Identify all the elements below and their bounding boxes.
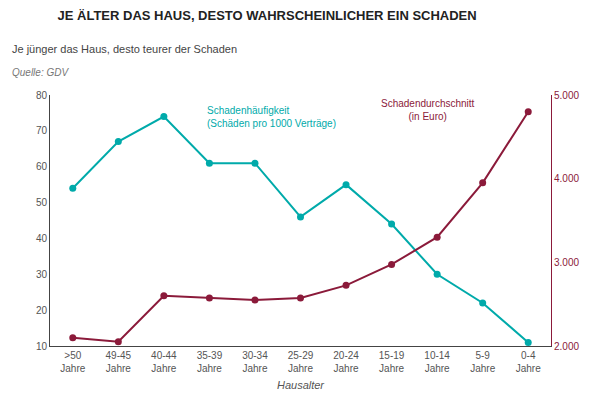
svg-text:2.000: 2.000 (554, 341, 579, 352)
svg-text:35-39Jahre: 35-39Jahre (197, 350, 223, 374)
svg-text:70: 70 (36, 125, 48, 136)
svg-text:50: 50 (36, 197, 48, 208)
svg-text:20: 20 (36, 305, 48, 316)
svg-text:5.000: 5.000 (554, 90, 579, 101)
svg-text:30-34Jahre: 30-34Jahre (242, 350, 268, 374)
svg-text:49-45Jahre: 49-45Jahre (106, 350, 132, 374)
svg-text:4.000: 4.000 (554, 173, 579, 184)
svg-text:0-4Jahre: 0-4Jahre (516, 350, 541, 374)
svg-text:40: 40 (36, 233, 48, 244)
svg-text:15-19Jahre: 15-19Jahre (379, 350, 405, 374)
svg-text:10-14Jahre: 10-14Jahre (424, 350, 450, 374)
svg-text:Hausalter: Hausalter (277, 379, 325, 391)
svg-text:JE ÄLTER DAS HAUS, DESTO WAHRS: JE ÄLTER DAS HAUS, DESTO WAHRSCHEINLICHE… (58, 8, 477, 23)
svg-text:5-9Jahre: 5-9Jahre (470, 350, 495, 374)
svg-text:Schadenhäufigkeit(Schäden pro: Schadenhäufigkeit(Schäden pro 1000 Vertr… (207, 105, 336, 129)
svg-text:Je jünger das Haus, desto teur: Je jünger das Haus, desto teurer der Sch… (12, 43, 237, 55)
svg-text:60: 60 (36, 161, 48, 172)
svg-text:10: 10 (36, 341, 48, 352)
svg-text:3.000: 3.000 (554, 257, 579, 268)
svg-text:20-24Jahre: 20-24Jahre (333, 350, 359, 374)
svg-text:25-29Jahre: 25-29Jahre (288, 350, 314, 374)
svg-text:Schadendurchschnitt(in Euro): Schadendurchschnitt(in Euro) (381, 98, 475, 122)
svg-text:30: 30 (36, 269, 48, 280)
svg-text:Quelle: GDV: Quelle: GDV (12, 67, 69, 78)
svg-text:80: 80 (36, 90, 48, 101)
svg-text:40-44Jahre: 40-44Jahre (151, 350, 177, 374)
svg-text:>50Jahre: >50Jahre (60, 350, 85, 374)
